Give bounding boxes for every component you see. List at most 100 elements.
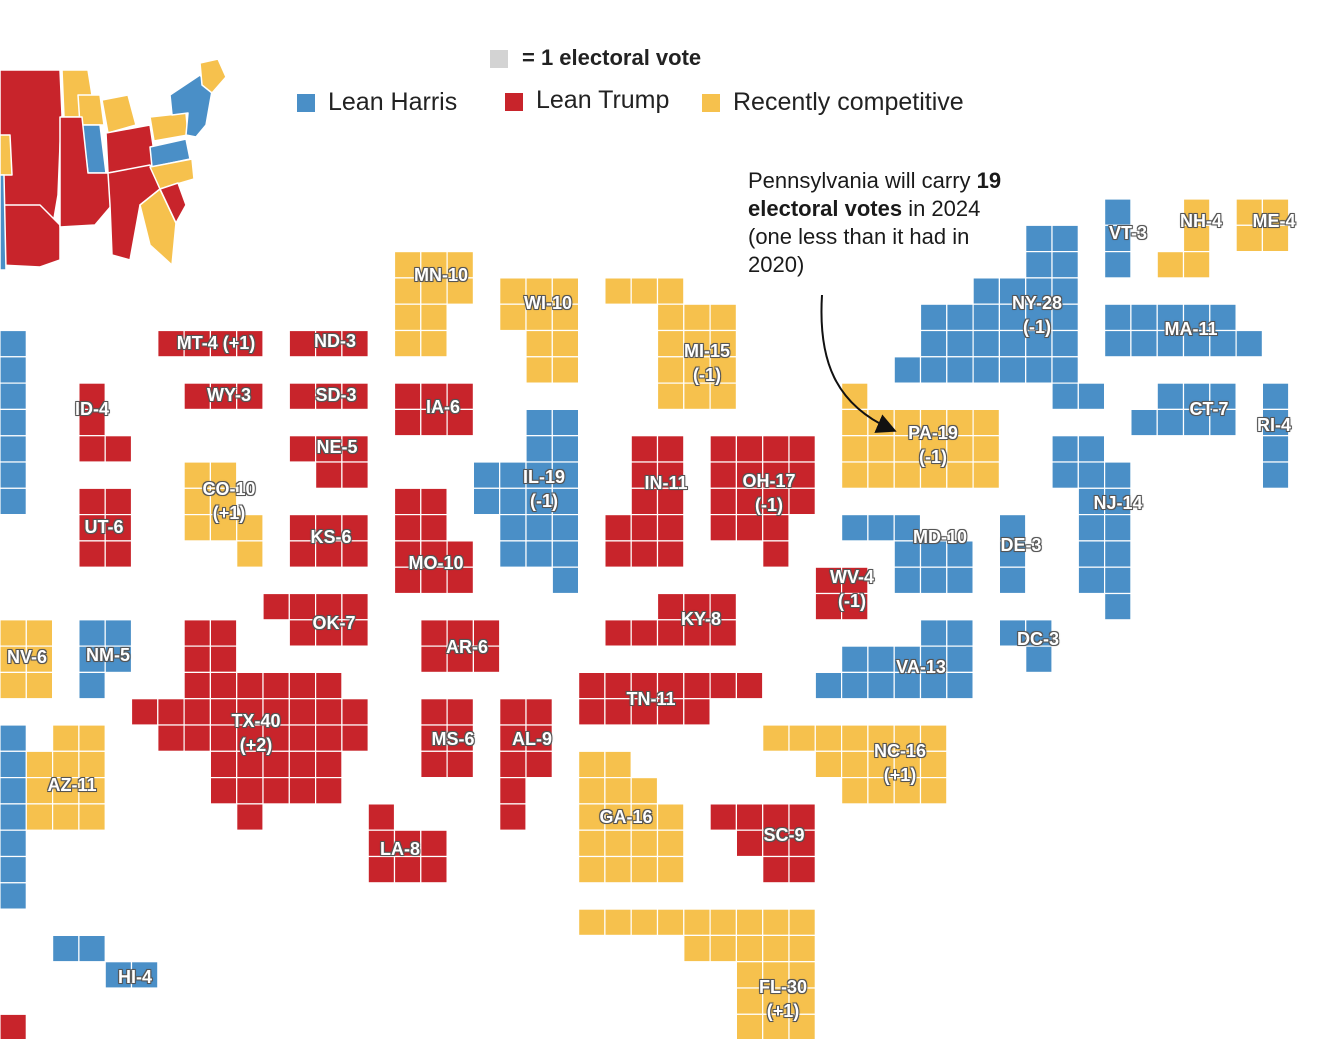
ev-tile [840, 776, 869, 805]
ev-tile [315, 750, 343, 779]
ev-tile [735, 461, 764, 489]
ev-tile [420, 408, 448, 437]
ev-tile [0, 803, 27, 831]
ev-tile [446, 645, 475, 673]
ev-tile [551, 566, 580, 595]
ev-tile [25, 776, 54, 805]
ev-tile [972, 277, 1000, 305]
legend-competitive-swatch [702, 94, 720, 112]
state-ga [577, 750, 685, 884]
state-ky [604, 592, 737, 647]
ev-tile [1103, 487, 1132, 516]
ev-tile [788, 435, 816, 463]
state-me [1235, 198, 1290, 253]
ev-tile [1182, 198, 1211, 226]
ev-tile [893, 356, 922, 384]
ev-tile [893, 540, 922, 568]
ev-tile [788, 487, 816, 516]
ev-tile [972, 329, 1000, 358]
ev-tile [315, 592, 343, 621]
ev-tile [656, 382, 685, 411]
ev-tile [209, 645, 238, 673]
state-ne [288, 435, 369, 489]
ev-tile [604, 908, 632, 936]
ev-tile [1077, 566, 1106, 595]
ev-tile [604, 671, 632, 700]
ev-tile [130, 698, 159, 726]
ev-tile [867, 461, 895, 489]
ev-tile [604, 803, 632, 831]
ev-tile [341, 329, 369, 358]
ev-tile [656, 803, 685, 831]
ev-tile [1261, 435, 1290, 463]
ev-tile [1025, 329, 1053, 358]
ev-tile [1103, 251, 1132, 279]
ev-tile [630, 540, 659, 568]
ev-tile [551, 513, 580, 542]
ev-tile [551, 408, 580, 437]
ev-tile [998, 329, 1027, 358]
ev-tile [709, 513, 737, 542]
ev-tile [762, 987, 790, 1015]
ev-tile [315, 671, 343, 700]
ev-tile [130, 961, 159, 989]
ev-tile [577, 855, 606, 884]
ev-tile [1103, 461, 1132, 489]
state-md [840, 513, 974, 595]
ev-tile [446, 566, 475, 595]
ev-tile [78, 934, 106, 963]
ev-tile [1182, 224, 1211, 253]
ev-tile [1103, 329, 1132, 358]
ev-tile [788, 1013, 816, 1039]
ev-tile [1051, 224, 1079, 253]
ev-tile [840, 645, 869, 673]
ev-tile [656, 435, 685, 463]
state-ma [1103, 303, 1263, 358]
ev-tile [341, 592, 369, 621]
ev-tile [630, 671, 659, 700]
ev-tile [525, 303, 553, 332]
ev-tile [51, 934, 80, 963]
ev-tile [683, 329, 711, 358]
ev-tile [183, 513, 212, 542]
ev-tile [367, 829, 396, 858]
ev-tile [499, 487, 527, 516]
ev-tile [525, 277, 553, 305]
ev-tile [867, 671, 895, 700]
state-hi [51, 934, 159, 989]
ev-tile [0, 829, 27, 858]
ev-tile [315, 540, 343, 568]
state-mn [393, 251, 475, 358]
ev-tile [1261, 408, 1290, 437]
ev-tile [1051, 356, 1079, 384]
ev-tile [1261, 224, 1290, 253]
ev-tile [683, 303, 711, 332]
ev-tile [893, 645, 922, 673]
inset-michigan [101, 94, 137, 134]
ev-tile [209, 619, 238, 647]
ev-tile [25, 619, 54, 647]
ev-tile [972, 408, 1000, 437]
state-id [78, 382, 133, 463]
ev-tile [972, 435, 1000, 463]
ev-tile [735, 961, 764, 989]
ev-tile [183, 382, 212, 411]
state-dc [998, 619, 1053, 673]
ev-tile [709, 303, 737, 332]
inset-california [0, 174, 7, 271]
ev-tile [919, 540, 948, 568]
ev-tile [157, 329, 185, 358]
ev-tile [1077, 382, 1106, 411]
ev-tile [656, 329, 685, 358]
inset-wisconsin [77, 94, 105, 126]
ev-tile [0, 382, 27, 411]
ev-tile [919, 303, 948, 332]
pennsylvania-annotation: Pennsylvania will carry 19 electoral vot… [748, 167, 1008, 279]
ev-tile [393, 487, 422, 516]
ev-tile [288, 750, 317, 779]
ev-tile [762, 803, 790, 831]
state-vt [1103, 198, 1132, 279]
ev-tile [288, 698, 317, 726]
ev-tile [604, 619, 632, 647]
ev-tile [209, 724, 238, 752]
